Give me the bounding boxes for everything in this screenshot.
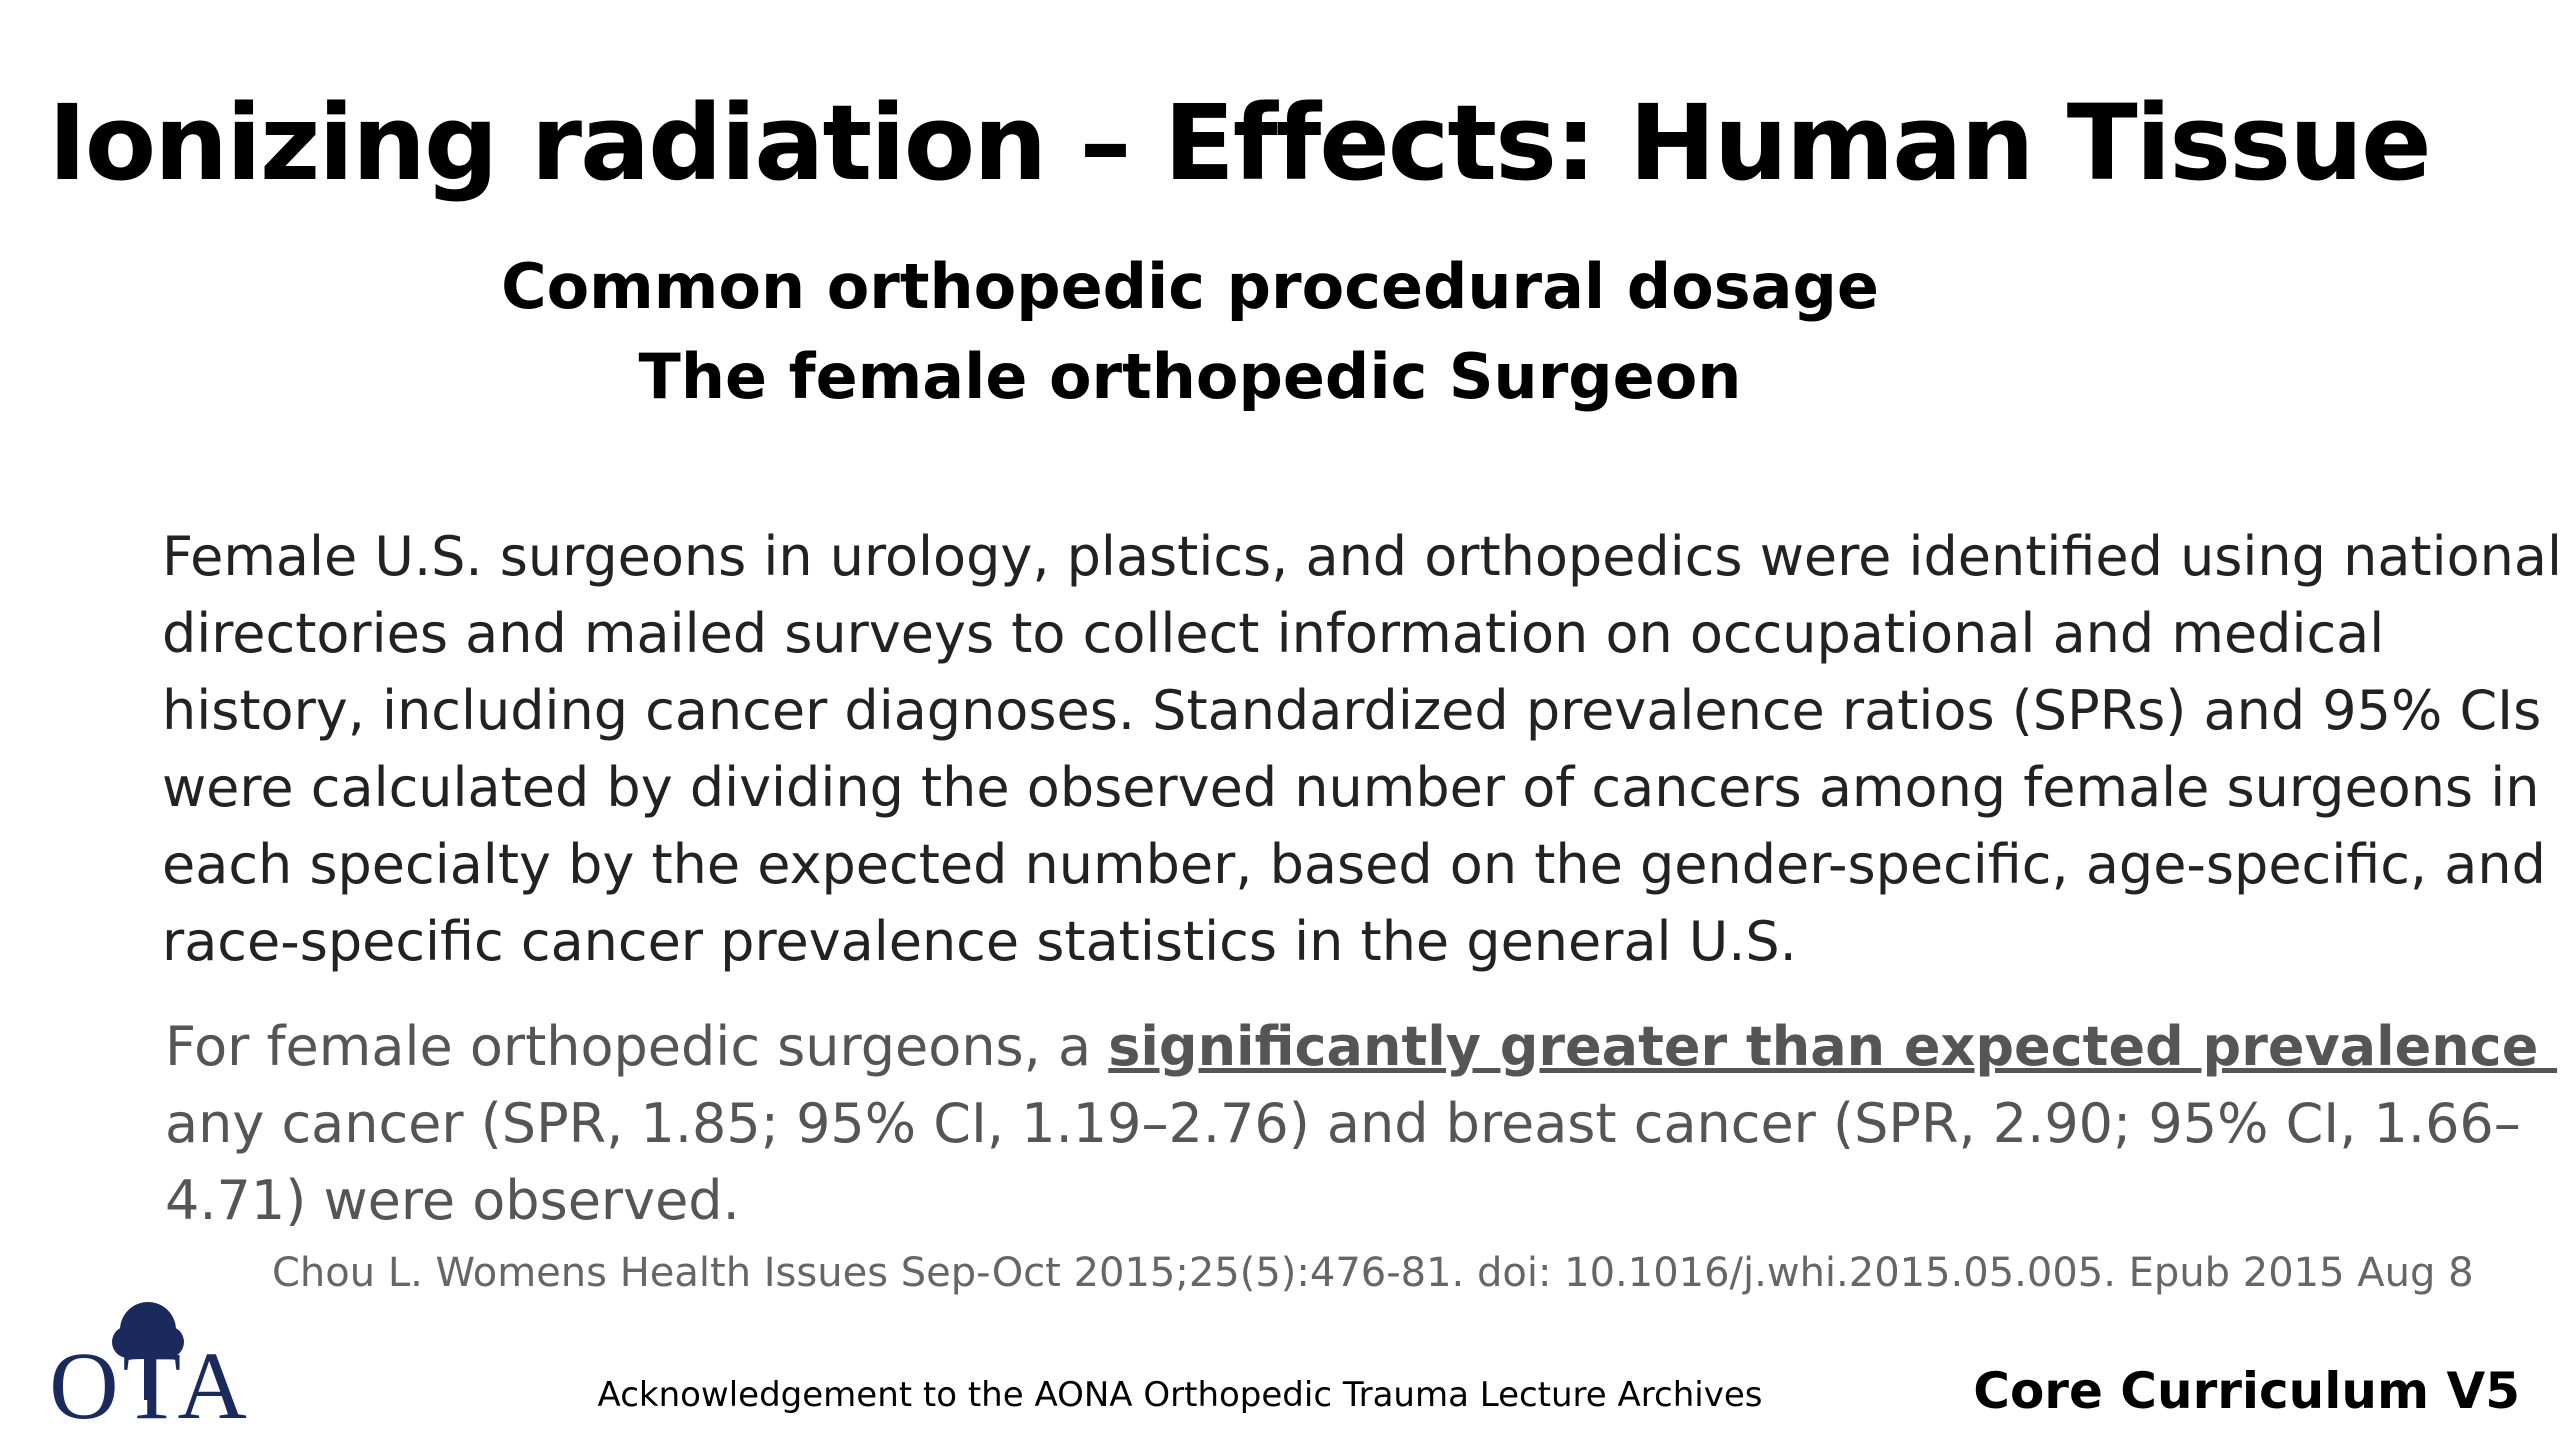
citation: Chou L. Womens Health Issues Sep-Oct 201…: [272, 1250, 2474, 1296]
title: Ionizing radiation – Effects: Human Tiss…: [48, 82, 2432, 204]
paragraph-line: any cancer (SPR, 1.85; 95% CI, 1.19–2.76…: [165, 1092, 2521, 1155]
subtitle: The female orthopedic Surgeon: [638, 340, 1742, 413]
paragraph-line: each specialty by the expected number, b…: [162, 833, 2546, 896]
subtitle: Common orthopedic procedural dosage: [501, 250, 1879, 323]
acknowledgement: Acknowledgement to the AONA Orthopedic T…: [597, 1375, 1763, 1415]
text: of: [2557, 1015, 2560, 1078]
paragraph-line: history, including cancer diagnoses. Sta…: [162, 679, 2542, 742]
paragraph-line: For female orthopedic surgeons, a signif…: [165, 1015, 2560, 1078]
logo: OTA: [49, 1302, 251, 1430]
paragraph-line: race-specific cancer prevalence statisti…: [162, 910, 1797, 973]
paragraph-line: 4.71) were observed.: [165, 1169, 740, 1232]
brand: Core Curriculum V5: [1973, 1362, 2520, 1420]
paragraph-line: were calculated by dividing the observed…: [162, 756, 2540, 819]
emphasis: significantly greater than expected prev…: [1108, 1015, 2558, 1078]
paragraph-line: Female U.S. surgeons in urology, plastic…: [162, 525, 2560, 588]
text: For female orthopedic surgeons, a: [165, 1015, 1109, 1078]
logo-text: OTA: [49, 1332, 251, 1430]
paragraph-line: directories and mailed surveys to collec…: [162, 602, 2385, 665]
